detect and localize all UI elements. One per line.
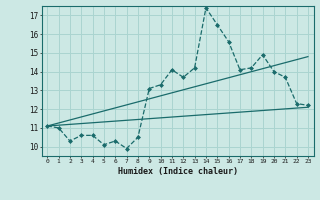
X-axis label: Humidex (Indice chaleur): Humidex (Indice chaleur) — [118, 167, 237, 176]
